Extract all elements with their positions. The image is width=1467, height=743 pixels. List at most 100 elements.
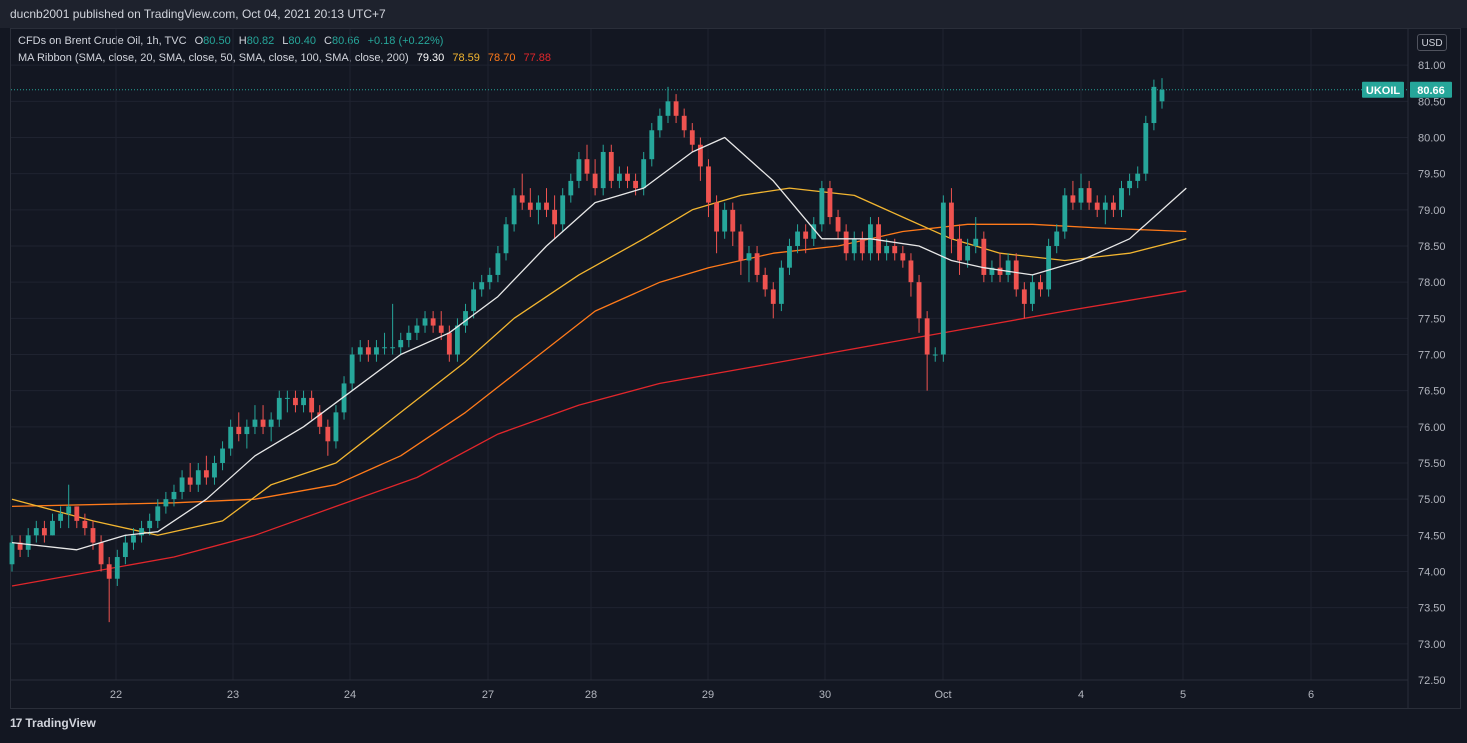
candle-body — [714, 202, 719, 232]
candle-body — [908, 260, 914, 283]
candle-body — [220, 448, 225, 463]
candle-body — [803, 231, 809, 239]
candle-body — [1062, 195, 1068, 232]
candle-body — [260, 419, 266, 427]
ma200-value: 77.88 — [523, 52, 552, 64]
x-tick-label: 24 — [344, 689, 356, 701]
candle-body — [244, 426, 250, 435]
candle-body — [236, 426, 242, 435]
y-tick-label: 76.00 — [1418, 422, 1446, 434]
high-value: 80.82 — [246, 35, 275, 47]
candle-body — [1078, 188, 1084, 203]
candle-body — [1070, 195, 1076, 203]
x-tick-label: 23 — [227, 689, 239, 701]
tradingview-logo[interactable]: 17 TradingView — [10, 716, 96, 730]
candle-body — [212, 463, 217, 478]
publisher-bar: ducnb2001 published on TradingView.com, … — [0, 0, 1467, 28]
candle-body — [1159, 89, 1165, 102]
candle-body — [228, 426, 234, 449]
candle-body — [41, 528, 47, 536]
candle-body — [1054, 231, 1060, 246]
candle-body — [957, 238, 962, 261]
candle-body — [463, 311, 468, 326]
candle-body — [625, 173, 630, 181]
candle-body — [1143, 123, 1149, 174]
candle-body — [1102, 202, 1108, 210]
candle-body — [114, 557, 120, 579]
candle-body — [608, 151, 614, 181]
candle-body — [892, 246, 898, 254]
y-tick-label: 73.50 — [1418, 603, 1446, 615]
candle-body — [600, 151, 606, 189]
candle-body — [997, 267, 1003, 275]
candle-body — [544, 202, 549, 210]
candle-body — [203, 470, 209, 478]
candle-body — [973, 238, 979, 246]
candle-body — [495, 253, 501, 275]
candle-body — [487, 274, 493, 283]
y-tick-label: 77.50 — [1418, 313, 1446, 325]
ma100-line — [11, 223, 1187, 508]
candle-body — [195, 470, 201, 485]
candle-body — [471, 289, 477, 312]
candle-body — [568, 180, 574, 196]
candle-body — [1021, 289, 1027, 304]
close-value: 80.66 — [331, 35, 360, 47]
candle-body — [730, 209, 736, 232]
candle-body — [738, 231, 744, 261]
candle-body — [365, 347, 371, 355]
symbol-tag — [1362, 81, 1404, 98]
candle-body — [835, 217, 841, 232]
candle-body — [106, 564, 112, 579]
y-tick-label: 79.00 — [1418, 205, 1446, 217]
candle-body — [811, 224, 817, 239]
candle-body — [325, 426, 331, 442]
candle-body — [422, 318, 428, 326]
symbol-tag-label: UKOIL — [1366, 85, 1401, 97]
symbol-name[interactable]: CFDs on Brent Crude Oil, 1h, TVC — [18, 35, 187, 47]
candle-body — [722, 209, 728, 232]
candle-body — [1094, 202, 1100, 210]
candle-body — [430, 318, 436, 326]
y-tick-label: 74.50 — [1418, 530, 1446, 542]
ohlc-open: O80.50 — [195, 35, 231, 47]
candle-body — [665, 101, 671, 116]
candle-body — [657, 115, 663, 131]
candle-body — [673, 101, 679, 116]
candle-body — [616, 173, 622, 181]
chart-frame — [10, 28, 1461, 709]
ma200-line — [11, 290, 1187, 587]
candle-body — [916, 282, 922, 319]
candle-body — [527, 202, 533, 210]
candle-body — [924, 318, 930, 355]
candle-body — [284, 397, 290, 399]
candle-body — [382, 347, 387, 349]
candle-body — [455, 325, 460, 355]
publisher-text: ducnb2001 published on TradingView.com, … — [10, 7, 386, 21]
candle-body — [787, 246, 792, 268]
tradingview-brand: TradingView — [25, 716, 96, 730]
ma20-value: 79.30 — [416, 52, 445, 64]
candle-body — [50, 520, 55, 536]
open-label: O — [194, 35, 204, 47]
candle-body — [309, 397, 315, 413]
candle-body — [1135, 173, 1141, 181]
candle-body — [746, 253, 752, 261]
currency-button[interactable]: USD — [1417, 34, 1447, 51]
candle-body — [1119, 188, 1124, 210]
candle-body — [535, 202, 541, 210]
candle-body — [171, 491, 177, 500]
y-tick-label: 79.50 — [1418, 169, 1446, 181]
x-tick-label: Oct — [934, 689, 951, 701]
symbol-legend: CFDs on Brent Crude Oil, 1h, TVC O80.50 … — [18, 35, 448, 47]
y-tick-label: 81.00 — [1418, 60, 1446, 72]
candle-body — [66, 506, 72, 514]
candle-body — [932, 354, 938, 356]
candle-body — [843, 231, 849, 254]
candle-body — [584, 159, 590, 174]
candle-body — [576, 159, 582, 181]
ma100-value: 78.70 — [487, 52, 516, 64]
candle-body — [374, 347, 379, 355]
candle-body — [479, 282, 485, 290]
